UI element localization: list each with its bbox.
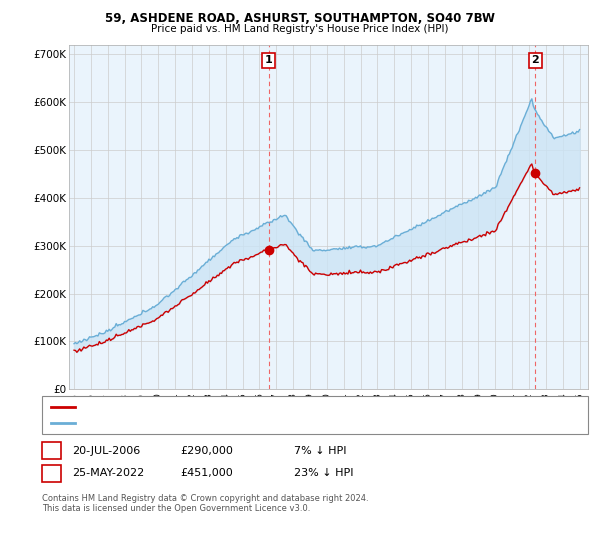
Text: HPI: Average price, detached house, New Forest: HPI: Average price, detached house, New … — [81, 418, 316, 428]
Text: 59, ASHDENE ROAD, ASHURST, SOUTHAMPTON, SO40 7BW: 59, ASHDENE ROAD, ASHURST, SOUTHAMPTON, … — [105, 12, 495, 25]
Text: 7% ↓ HPI: 7% ↓ HPI — [294, 446, 347, 456]
Text: 20-JUL-2006: 20-JUL-2006 — [72, 446, 140, 456]
Text: 1: 1 — [48, 446, 55, 456]
Text: 25-MAY-2022: 25-MAY-2022 — [72, 468, 144, 478]
Text: 2: 2 — [48, 468, 55, 478]
Text: Contains HM Land Registry data © Crown copyright and database right 2024.
This d: Contains HM Land Registry data © Crown c… — [42, 494, 368, 514]
Text: Price paid vs. HM Land Registry's House Price Index (HPI): Price paid vs. HM Land Registry's House … — [151, 24, 449, 34]
Text: 2: 2 — [532, 55, 539, 66]
Text: £290,000: £290,000 — [180, 446, 233, 456]
Text: 59, ASHDENE ROAD, ASHURST, SOUTHAMPTON, SO40 7BW (detached house): 59, ASHDENE ROAD, ASHURST, SOUTHAMPTON, … — [81, 402, 460, 412]
Text: 1: 1 — [265, 55, 272, 66]
Text: £451,000: £451,000 — [180, 468, 233, 478]
Text: 23% ↓ HPI: 23% ↓ HPI — [294, 468, 353, 478]
